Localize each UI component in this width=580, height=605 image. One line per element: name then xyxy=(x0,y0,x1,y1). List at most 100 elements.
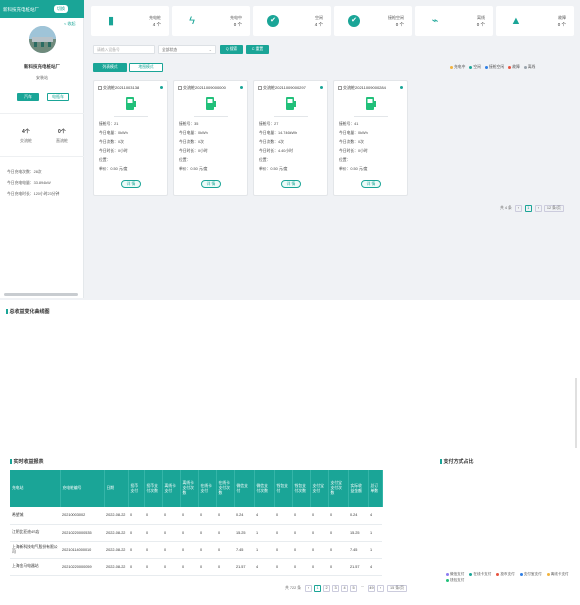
table-cell: 0 xyxy=(274,558,292,576)
table-cell: 2022-08-22 xyxy=(104,507,128,525)
switch-badge[interactable]: 切换 xyxy=(54,5,68,13)
table-header-cell[interactable]: 离线卡支付次数 xyxy=(180,470,199,507)
table-cell: 0 xyxy=(292,507,310,525)
stat-card[interactable]: ▮ 充电桩 4 个 xyxy=(91,6,169,36)
warning-icon: ▲ xyxy=(510,15,522,27)
donut-legend-item[interactable]: 微信支付 xyxy=(446,572,464,577)
table-cell: 1 xyxy=(368,541,382,559)
table-header-cell[interactable]: 支付宝支付 xyxy=(310,470,329,507)
page-size-select[interactable]: 12 条/页 xyxy=(543,205,564,212)
status-legend: 充电中 空闲 接枪空闲 故障 离线 xyxy=(450,65,535,70)
table-cell: 7.45 xyxy=(234,541,254,559)
stat-card[interactable]: ✔ 空闲 4 个 xyxy=(253,6,331,36)
page-scrollbar[interactable] xyxy=(575,378,577,448)
charger-icon: ▮ xyxy=(107,15,115,27)
ebike-button[interactable]: 电瓶车 xyxy=(47,93,69,101)
legend-dot-icon xyxy=(484,66,488,69)
stat-card[interactable]: ▲ 故障 0 个 xyxy=(496,6,574,36)
table-cell: 0 xyxy=(128,558,144,576)
table-cell: 0 xyxy=(144,558,162,576)
table-header-cell[interactable]: 微信支付次数 xyxy=(254,470,275,507)
status-select[interactable]: 全部状态 ⌄ xyxy=(158,45,216,54)
table-row[interactable]: 上海金马电器站 20210220000059 2022-08-22 0 0 0 0 0 0 21.… xyxy=(10,558,382,576)
page-number[interactable]: 3 xyxy=(332,585,340,592)
table-header-cell[interactable]: 总订单数 xyxy=(368,470,383,507)
reset-button[interactable]: C 重置 xyxy=(246,45,269,54)
next-page-button[interactable]: › xyxy=(377,585,385,592)
donut-legend-item[interactable]: 离线卡支付 xyxy=(546,572,569,577)
table-cell: 20210220000535 xyxy=(60,524,104,542)
page-number[interactable]: 49 xyxy=(368,585,376,592)
charger-icon xyxy=(364,96,378,111)
status-select-value: 全部状态 xyxy=(162,48,178,52)
table-cell: 上海新科技电气股份有限公司 xyxy=(10,541,60,559)
stat-card[interactable]: ϟ 充电中 0 个 xyxy=(172,6,250,36)
donut-legend-item[interactable]: 投币支付 xyxy=(496,572,515,577)
donut-legend-item[interactable]: 支付宝支付 xyxy=(519,572,542,577)
page-number[interactable]: 1 xyxy=(314,585,322,592)
table-header-cell[interactable]: 在线卡支付 xyxy=(198,470,217,507)
table-header-cell[interactable]: 充电站 xyxy=(10,470,61,507)
detail-button[interactable]: 详 情 xyxy=(281,180,301,188)
table-header-cell[interactable]: 投币支付次数 xyxy=(144,470,163,507)
table-row[interactable]: 江阴比亚迪4S店 20210220000535 2022-08-22 0 0 0 0 0 0 15… xyxy=(10,524,382,542)
pile-loc: 位置： xyxy=(259,158,271,162)
table-header-cell[interactable]: 微信支付 xyxy=(234,470,255,507)
pile-card[interactable]: 交流桩20211009000284 接枪号：41 今日电量：0kWh 今日次数：0次今… xyxy=(333,80,408,196)
table-header-cell[interactable]: 钱包支付 xyxy=(274,470,293,507)
pile-checkbox[interactable] xyxy=(98,86,102,90)
pile-card[interactable]: 交流桩20211009000000 接枪号：35 今日电量：0kWh 今日次数：0次今… xyxy=(173,80,248,196)
sidebar-scrollbar[interactable] xyxy=(4,293,78,296)
page-number[interactable]: 2 xyxy=(323,585,331,592)
table-header-cell[interactable]: 支付宝支付次数 xyxy=(328,470,349,507)
donut-legend-label: 离线卡支付 xyxy=(550,572,569,576)
search-button[interactable]: Q 搜索 xyxy=(220,45,243,54)
page-number[interactable]: 4 xyxy=(341,585,349,592)
pile-checkbox[interactable] xyxy=(338,86,342,90)
charger-icon xyxy=(124,96,138,111)
donut-legend-item[interactable]: 钱包支付 xyxy=(446,578,464,583)
table-cell: 0 xyxy=(162,541,180,559)
pile-checkbox[interactable] xyxy=(178,86,182,90)
table-cell: 0 xyxy=(328,524,348,542)
table-header-cell[interactable]: 投币支付 xyxy=(128,470,145,507)
collapse-button[interactable]: < 收起 xyxy=(64,21,76,26)
next-page-button[interactable]: › xyxy=(534,205,542,212)
table-header-cell[interactable]: 在线卡支付次数 xyxy=(216,470,235,507)
legend-label: 故障 xyxy=(512,65,520,69)
legend-label: 接枪空闲 xyxy=(488,65,505,69)
detail-button[interactable]: 详 情 xyxy=(361,180,381,188)
table-header-cell[interactable]: 实际收益金额 xyxy=(348,470,369,507)
table-cell: 0 xyxy=(128,507,144,525)
pile-gun: 接枪号：27 xyxy=(259,122,279,126)
detail-button[interactable]: 详 情 xyxy=(201,180,221,188)
divider xyxy=(354,116,388,117)
page-number[interactable]: 1 xyxy=(524,205,532,212)
page-number[interactable]: 5 xyxy=(350,585,358,592)
table-header-cell[interactable]: 钱包支付次数 xyxy=(292,470,311,507)
station-name: 新科技充电桩站厂 xyxy=(24,64,60,69)
tab-map-mode[interactable]: 地图模式 xyxy=(129,63,163,72)
table-cell: 0 xyxy=(274,524,292,542)
pile-card[interactable]: 交流桩20211003138 接枪号：21 今日电量：0kWh 今日次数：0次 今日时长… xyxy=(93,80,168,196)
stat-card[interactable]: ⌁ 离线 0 个 xyxy=(415,6,493,36)
table-row[interactable]: 希望城 20210003002 2022-08-22 0 0 0 0 0 0 0.24 4 0 0 0 0 0… xyxy=(10,507,382,525)
table-total: 共 722 条 xyxy=(285,586,302,590)
table-header-cell[interactable]: 充电桩编号 xyxy=(60,470,105,507)
pile-card[interactable]: 交流桩20211009000297 接枪号：27 今日电量：14.746kWh 今日次… xyxy=(253,80,328,196)
donut-legend-item[interactable]: 在线卡支付 xyxy=(469,572,491,577)
pile-checkbox[interactable] xyxy=(258,86,262,90)
page-size-select[interactable]: 15 条/页 xyxy=(387,585,407,592)
page-number[interactable]: ··· xyxy=(360,585,365,589)
table-row[interactable]: 上海新科技电气股份有限公司 20210114000010 2022-08-22 0 0 0… xyxy=(10,541,382,559)
table-header-cell[interactable]: 日期 xyxy=(104,470,129,507)
detail-button[interactable]: 详 情 xyxy=(121,180,141,188)
prev-page-button[interactable]: ‹ xyxy=(514,205,522,212)
device-search-field[interactable]: 请输入设备号 xyxy=(93,45,155,54)
tab-list-mode[interactable]: 列表模式 xyxy=(93,63,127,72)
car-button[interactable]: 汽车 xyxy=(17,93,39,101)
check-icon: ✔ xyxy=(348,15,360,27)
stat-card[interactable]: ✔ 接枪空闲 0 个 xyxy=(334,6,412,36)
table-header-cell[interactable]: 离线卡支付 xyxy=(162,470,181,507)
prev-page-button[interactable]: ‹ xyxy=(305,585,313,592)
